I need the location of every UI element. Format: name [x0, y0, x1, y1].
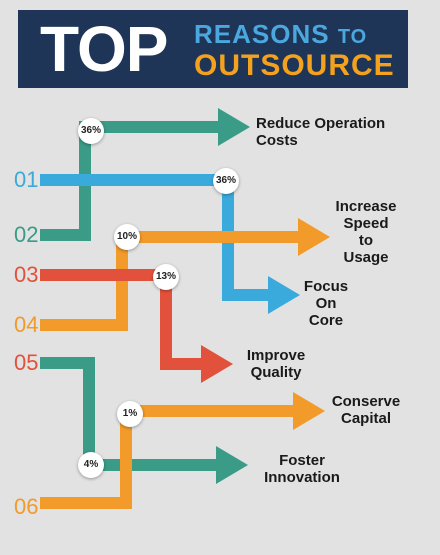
percent-focus-core: 36%	[213, 168, 239, 194]
title-top: TOP	[40, 13, 168, 85]
label-reduce-costs: Reduce Operation Costs	[256, 115, 385, 149]
label-line: Improve	[246, 347, 306, 364]
number-03: 03	[14, 262, 39, 287]
label-line: Speed	[343, 215, 389, 232]
title-to-word: TO	[337, 26, 368, 48]
percent-increase-speed: 10%	[114, 224, 140, 250]
label-line: Foster	[279, 452, 325, 469]
label-line: Reduce Operation	[256, 115, 386, 132]
label-line: Increase	[335, 198, 397, 215]
arrowhead-increase-speed	[298, 218, 330, 256]
number-02: 02	[14, 222, 39, 247]
number-05: 05	[14, 350, 39, 375]
arrow-conserve-capital	[40, 405, 295, 509]
arrowhead-conserve-capital	[293, 392, 325, 430]
percent-improve-quality: 13%	[153, 264, 179, 290]
label-line: Costs	[256, 132, 298, 149]
arrowhead-focus-core	[268, 276, 300, 314]
label-line: Quality	[250, 364, 302, 381]
label-line: On	[315, 295, 337, 312]
title-reasons-word: REASONS	[194, 19, 330, 49]
label-foster-innovation: Foster Innovation	[254, 452, 350, 486]
title-reasons: REASONS TO	[194, 20, 367, 51]
arrowhead-foster-innovation	[216, 446, 248, 484]
arrow-foster-innovation	[40, 357, 218, 471]
label-line: Core	[308, 312, 344, 329]
percent-foster-innovation: 4%	[78, 452, 104, 478]
title-outsource: OUTSOURCE	[194, 49, 395, 82]
percent-conserve-capital: 1%	[117, 401, 143, 427]
number-04: 04	[14, 312, 39, 337]
label-line: Capital	[340, 410, 391, 427]
title-banner: TOP REASONS TO OUTSOURCE	[18, 10, 408, 88]
label-line: Conserve	[331, 393, 401, 410]
arrow-improve-quality	[40, 269, 203, 370]
arrowhead-reduce-costs	[218, 108, 250, 146]
percent-reduce-costs: 36%	[78, 118, 104, 144]
label-line: to	[358, 232, 374, 249]
arrowhead-improve-quality	[201, 345, 233, 383]
number-01: 01	[14, 167, 39, 192]
label-line: Usage	[343, 249, 389, 266]
label-line: Focus	[303, 278, 349, 295]
label-increase-speed: Increase Speed to Usage	[330, 198, 402, 266]
number-06: 06	[14, 494, 39, 519]
label-improve-quality: Improve Quality	[242, 347, 310, 381]
label-focus-core: Focus On Core	[301, 278, 351, 329]
label-line: Innovation	[264, 469, 340, 486]
label-conserve-capital: Conserve Capital	[326, 393, 406, 427]
